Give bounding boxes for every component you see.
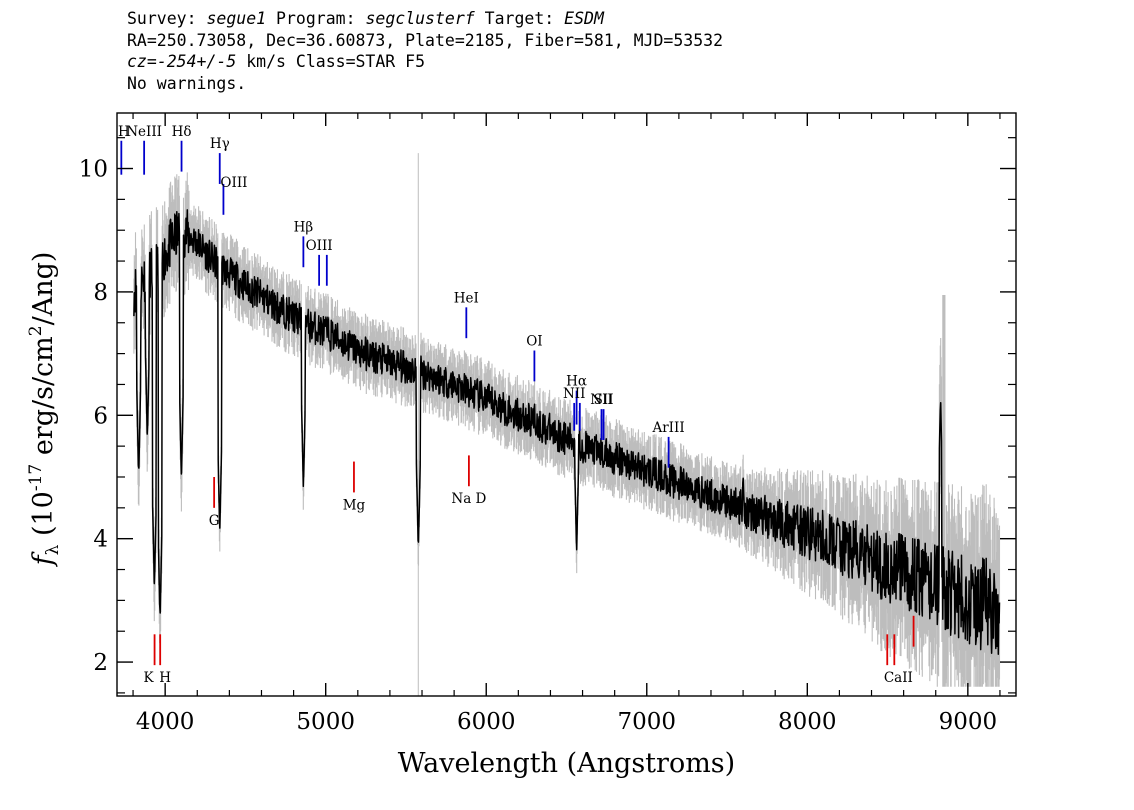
flux-line (133, 209, 1001, 656)
absorption-line-label: K (144, 670, 155, 686)
y-tick-label: 4 (93, 527, 108, 553)
absorption-line-label: G (209, 513, 220, 529)
y-tick-label: 10 (79, 157, 108, 183)
class-text: km/s Class=STAR F5 (236, 52, 426, 71)
flux-series-layer (133, 209, 1001, 656)
header-line-survey: Survey: segue1 Program: segclusterf Targ… (127, 8, 723, 30)
x-tick-label: 5000 (296, 709, 355, 735)
y-label-exp2: 2 (26, 325, 46, 336)
program-label: Program: (276, 9, 356, 28)
cz-value: -254+/-5 (156, 52, 237, 71)
plot-frame (116, 112, 1017, 697)
emission-line-label: SII (594, 392, 614, 408)
target-label: Target: (484, 9, 555, 28)
absorption-line-label: CaII (884, 670, 913, 686)
spectrum-header: Survey: segue1 Program: segclusterf Targ… (127, 8, 723, 94)
emission-line-label: OIII (220, 175, 247, 191)
y-label-unit-a: (10 (28, 491, 59, 544)
x-axis-label: Wavelength (Angstroms) (398, 748, 735, 779)
y-label-unit-b: erg/s/cm (28, 336, 59, 464)
error-band-layer (133, 172, 1001, 687)
emission-line-label: NII (563, 386, 585, 402)
header-line-redshift: cz=-254+/-5 km/s Class=STAR F5 (127, 51, 723, 73)
emission-line-label: OIII (306, 238, 333, 254)
axis-ticks-layer: 4000 5000 6000 7000 8000 9000 2 4 6 8 10 (79, 113, 1016, 735)
survey-label: Survey: (127, 9, 197, 28)
y-tick-label: 6 (93, 403, 108, 429)
target-value: ESDM (564, 9, 604, 28)
y-label-sub: λ (43, 544, 63, 555)
emission-line-label: Hδ (172, 124, 192, 140)
emission-line-label: Hα (566, 374, 587, 390)
x-tick-label: 4000 (136, 709, 195, 735)
header-line-warnings: No warnings. (127, 73, 247, 93)
y-label-unit-c: /Ang) (28, 252, 59, 326)
x-tick-label: 7000 (617, 709, 676, 735)
emission-line-label: HeI (454, 290, 479, 306)
cz-label: cz= (127, 52, 157, 71)
header-line-coordinates: RA=250.73058, Dec=36.60873, Plate=2185, … (127, 30, 724, 50)
y-axis-label: fλ (10-17 erg/s/cm2/Ang) (26, 252, 63, 568)
emission-line-label: H (118, 124, 130, 140)
absorption-line-label: H (159, 670, 171, 686)
x-tick-label: 9000 (939, 709, 998, 735)
emission-line-label: ArIII (651, 420, 684, 436)
survey-value: segue1 (206, 9, 267, 28)
emission-line-label: Hβ (294, 219, 314, 235)
program-value: segclusterf (365, 9, 475, 28)
emission-line-label: NII (590, 392, 612, 408)
emission-line-label: OI (526, 334, 542, 350)
absorption-line-label: Mg (343, 497, 366, 513)
x-tick-label: 6000 (457, 709, 516, 735)
absorption-line-label: Na D (451, 491, 486, 507)
y-label-exp: -17 (26, 464, 46, 491)
y-label-f: f (28, 551, 59, 567)
y-tick-label: 8 (93, 280, 108, 306)
error-band (133, 172, 1001, 687)
x-tick-label: 8000 (778, 709, 837, 735)
emission-line-label: NeIII (126, 124, 162, 140)
y-tick-label: 2 (93, 650, 108, 676)
emission-line-label: Hγ (210, 136, 230, 152)
